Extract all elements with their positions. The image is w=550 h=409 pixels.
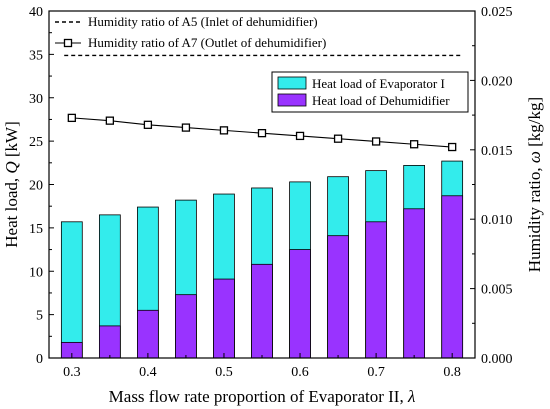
x-tick-label: 0.3 (63, 365, 81, 380)
bar-dehumidifier (175, 294, 197, 359)
y-left-tick-label: 5 (36, 309, 43, 324)
y-left-tick-label: 30 (29, 92, 43, 107)
x-tick-label: 0.7 (367, 365, 385, 380)
bar-dehumidifier (327, 235, 349, 359)
y-right-tick-label: 0.015 (481, 144, 513, 159)
y-left-tick-label: 35 (29, 48, 43, 63)
x-tick-label: 0.6 (291, 365, 309, 380)
y-left-tick-label: 0 (36, 352, 43, 367)
x-tick-label: 0.5 (215, 365, 233, 380)
point-a7-outlet (448, 142, 457, 152)
y-right-tick-label: 0.025 (481, 5, 513, 20)
axis-labels-group: Mass flow rate proportion of Evaporator … (2, 97, 544, 406)
legend-label-dehumidifier: Heat load of Dehumidifier (312, 93, 450, 108)
x-tick-label: 0.4 (139, 365, 157, 380)
bar-group (60, 160, 464, 359)
bar-evaporator-i (60, 221, 83, 359)
x-tick-label: 0.8 (443, 365, 461, 380)
axes-group: 0 5 10 15 20 25 30 35 40 0.000 0.005 0.010 0.015 0.02… (29, 5, 513, 380)
x-axis-label: Mass flow rate proportion of Evaporator … (109, 387, 416, 406)
y-right-tick-label: 0.010 (481, 213, 513, 228)
point-a7-outlet (67, 113, 76, 123)
point-a7-outlet (219, 126, 229, 135)
y-right-tick-label: 0.020 (481, 74, 513, 89)
point-a7-outlet (105, 116, 115, 125)
legend-swatch-a7-marker (63, 38, 73, 48)
legend-label-a7: Humidity ratio of A7 (Outlet of dehumidi… (88, 35, 326, 50)
legend-label-a5: Humidity ratio of A5 (Inlet of dehumidif… (88, 14, 318, 29)
point-a7-outlet (181, 123, 191, 132)
y-left-tick-label: 40 (29, 5, 43, 20)
point-a7-outlet (371, 137, 381, 146)
bar-dehumidifier (403, 208, 426, 359)
point-a7-outlet (409, 140, 419, 149)
point-a7-outlet (295, 131, 305, 141)
bar-dehumidifier (98, 325, 121, 359)
y-left-tick-label: 25 (29, 135, 43, 150)
y-right-tick-label: 0.005 (481, 283, 513, 298)
point-a7-outlet (143, 120, 153, 129)
bar-dehumidifier (289, 249, 311, 359)
legend-swatch-evaporator-i (277, 76, 307, 90)
y-left-axis-label: Heat load, Q [kW] (2, 121, 21, 248)
bar-dehumidifier (441, 195, 464, 359)
y-left-tick-label: 10 (29, 265, 43, 280)
bar-dehumidifier (251, 263, 273, 359)
y-right-axis-label: Humidity ratio, ω [kg/kg] (525, 97, 544, 272)
bar-dehumidifier (365, 221, 387, 359)
bar-dehumidifier (137, 309, 159, 359)
line-legend: Humidity ratio of A5 (Inlet of dehumidif… (55, 14, 326, 50)
legend-swatch-dehumidifier (277, 93, 307, 107)
y-right-tick-label: 0.000 (481, 352, 513, 367)
bar-legend: Heat load of Evaporator I Heat load of De… (271, 71, 469, 113)
bar-dehumidifier (213, 278, 235, 359)
point-a7-outlet (333, 134, 343, 143)
y-left-tick-label: 15 (29, 222, 43, 237)
line-group (64, 54, 462, 152)
point-a7-outlet (257, 128, 267, 138)
y-left-tick-label: 20 (29, 179, 43, 194)
legend-label-evaporator-i: Heat load of Evaporator I (312, 76, 445, 91)
